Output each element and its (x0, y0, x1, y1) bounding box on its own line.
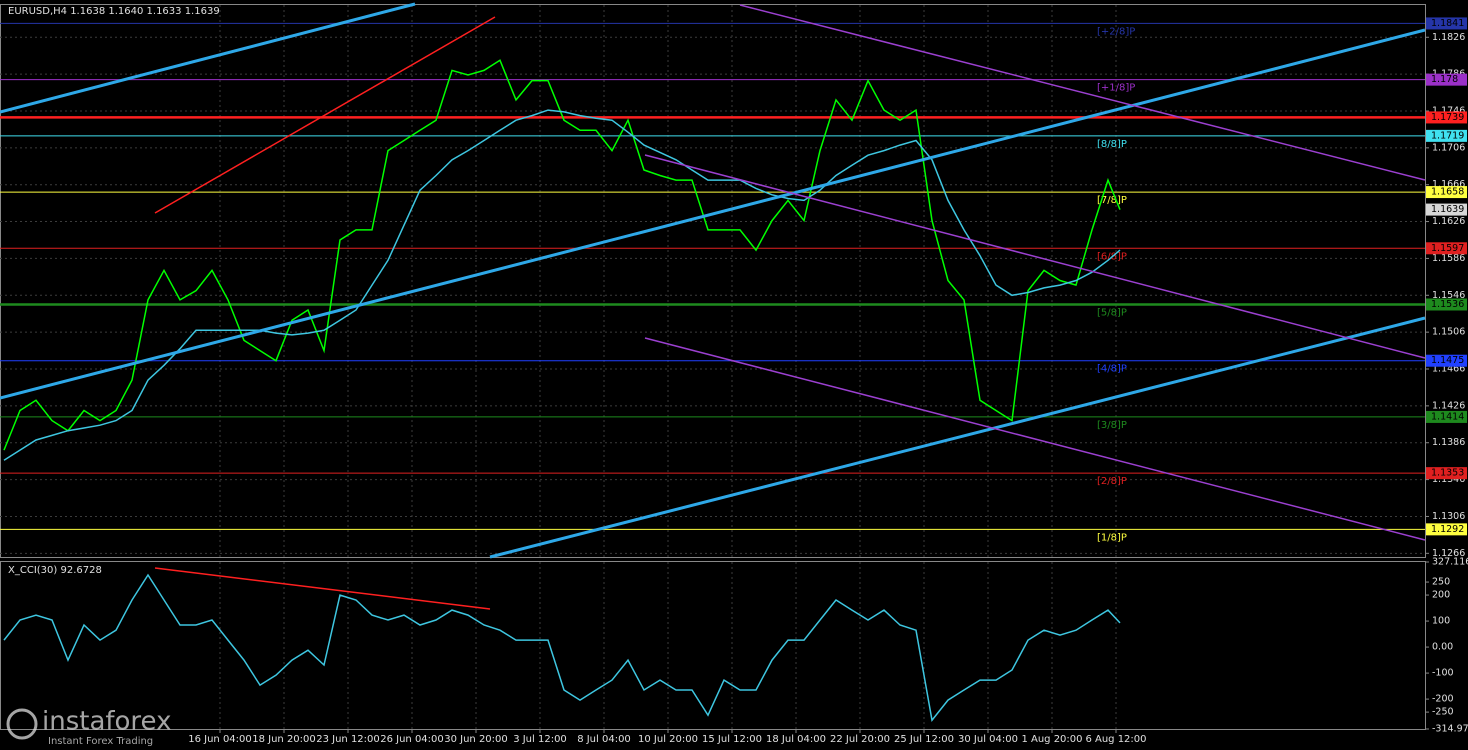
watermark: instaforex Instant Forex Trading (6, 707, 171, 747)
level-price-box (1426, 354, 1467, 367)
x-tick-label: 18 Jun 20:00 (252, 734, 316, 745)
x-tick-label: 22 Jul 20:00 (830, 734, 890, 745)
y-tick-label: 200 (1432, 590, 1450, 601)
level-label: [8/8]P (1097, 139, 1127, 150)
y-tick-label: 1.1466 (1432, 364, 1465, 375)
y-tick-label: 100 (1432, 616, 1450, 627)
level-price-box (1426, 111, 1467, 124)
level-label: [+1/8]P (1097, 83, 1135, 94)
level-label: [4/8]P (1097, 364, 1127, 375)
series-line (3, 109, 1121, 461)
y-tick-label: -250 (1432, 707, 1454, 718)
series-line (3, 573, 1121, 722)
level-label: [2/8]P (1097, 476, 1127, 487)
y-tick-label: 1.1346 (1432, 474, 1465, 485)
y-tick-label: 1.1546 (1432, 290, 1465, 301)
last-price: 1.1639 (1431, 204, 1464, 215)
y-tick-label: 1.1386 (1432, 437, 1465, 448)
level-price: 1.1292 (1431, 524, 1464, 535)
level-price: 1.1719 (1431, 130, 1464, 141)
series-line (3, 59, 1121, 451)
level-label: [5/8]P (1097, 307, 1127, 318)
x-tick-label: 8 Jul 04:00 (577, 734, 631, 745)
level-price: 1.1597 (1431, 243, 1464, 254)
level-price: 1.1841 (1431, 18, 1464, 29)
x-tick-label: 26 Jun 04:00 (380, 734, 444, 745)
brand: instaforex (42, 707, 171, 737)
chart-title: EURUSD,H4 1.1638 1.1640 1.1633 1.1639 (8, 6, 220, 17)
x-tick-label: 10 Jul 20:00 (638, 734, 698, 745)
cci-panel (0, 561, 1426, 730)
x-tick-label: 6 Aug 12:00 (1085, 734, 1146, 745)
last-price-box (1426, 203, 1467, 216)
level-price-box (1426, 17, 1467, 30)
x-tick-label: 1 Aug 20:00 (1021, 734, 1082, 745)
channel-line (644, 337, 1426, 541)
y-tick-label: 1.1666 (1432, 179, 1465, 190)
indicator-title: X_CCI(30) 92.6728 (8, 565, 102, 576)
y-tick-label: -314.975 (1432, 724, 1468, 735)
level-price: 1.1353 (1431, 468, 1464, 479)
y-tick-label: 1.1626 (1432, 216, 1465, 227)
level-price-box (1426, 186, 1467, 199)
y-tick-label: 1.1306 (1432, 511, 1465, 522)
x-tick-label: 30 Jul 04:00 (958, 734, 1018, 745)
logo (6, 708, 38, 740)
x-tick-label: 23 Jun 12:00 (316, 734, 380, 745)
x-tick-label: 25 Jul 12:00 (894, 734, 954, 745)
level-price-box (1426, 298, 1467, 311)
level-price: 1.1658 (1431, 187, 1464, 198)
channel-line (644, 154, 1426, 359)
y-tick-label: -200 (1432, 694, 1454, 705)
channel-line (739, 4, 1426, 181)
level-price-box (1426, 410, 1467, 423)
y-tick-label: 250 (1432, 577, 1450, 588)
level-price: 1.1414 (1431, 411, 1464, 422)
level-price-box (1426, 129, 1467, 142)
level-price-box (1426, 467, 1467, 480)
tagline: Instant Forex Trading (48, 736, 153, 747)
level-price: 1.1536 (1431, 299, 1464, 310)
trend-line (489, 316, 1426, 559)
level-price-box (1426, 523, 1467, 536)
x-tick-label: 15 Jul 12:00 (702, 734, 762, 745)
y-tick-label: 1.1706 (1432, 142, 1465, 153)
trend-lines (0, 2, 1426, 610)
level-label: [+2/8]P (1097, 26, 1135, 37)
y-tick-label: 1.1826 (1432, 32, 1465, 43)
x-tick-label: 18 Jul 04:00 (766, 734, 826, 745)
level-label: [7/8]P (1097, 195, 1127, 206)
trend-line (154, 16, 496, 214)
y-tick-label: 1.1266 (1432, 548, 1465, 559)
y-tick-label: 1.1746 (1432, 105, 1465, 116)
y-tick-label: 0.00 (1432, 642, 1453, 653)
x-tick-label: 30 Jun 20:00 (444, 734, 508, 745)
x-tick-label: 3 Jul 12:00 (513, 734, 567, 745)
level-price-box (1426, 242, 1467, 255)
price-panel (0, 4, 1426, 558)
y-tick-label: 1.1426 (1432, 400, 1465, 411)
level-price: 1.1475 (1431, 355, 1464, 366)
y-tick-label: 1.1586 (1432, 253, 1465, 264)
divergence-line (154, 567, 491, 610)
level-price: 1.1739 (1431, 112, 1464, 123)
trend-line (0, 28, 1426, 400)
level-label: [1/8]P (1097, 532, 1127, 543)
level-label: [3/8]P (1097, 420, 1127, 431)
y-tick-label: 1.1506 (1432, 327, 1465, 338)
trend-line (0, 2, 416, 114)
y-tick-label: -100 (1432, 668, 1454, 679)
x-tick-label: 16 Jun 04:00 (188, 734, 252, 745)
level-price-box (1426, 73, 1467, 86)
level-price: 1.178 (1431, 74, 1458, 85)
y-tick-label: 327.116 (1432, 557, 1468, 568)
